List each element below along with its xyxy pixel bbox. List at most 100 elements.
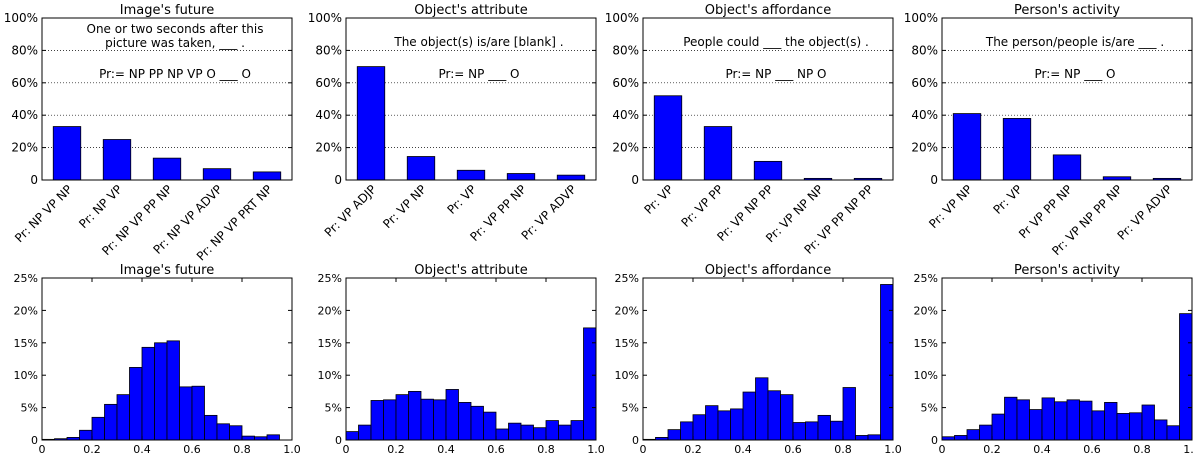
histogram-bar bbox=[880, 284, 894, 441]
y-tick-label: 80% bbox=[315, 43, 342, 57]
histogram-bar bbox=[1154, 419, 1168, 441]
x-tick-label: 1.0 bbox=[283, 443, 301, 455]
prompt-text: One or two seconds after this bbox=[87, 22, 264, 36]
y-tick-label: 0 bbox=[31, 434, 38, 447]
axes-frame bbox=[642, 17, 894, 181]
histogram-bar bbox=[395, 394, 409, 441]
y-tick-label: 40% bbox=[11, 108, 38, 122]
histogram-bar bbox=[408, 390, 422, 441]
histogram-bar bbox=[1054, 401, 1068, 441]
histogram-bar bbox=[508, 422, 522, 441]
prompt-text: picture was taken, ___ . bbox=[105, 36, 245, 50]
histogram-bar bbox=[1091, 410, 1105, 441]
bar bbox=[1002, 118, 1032, 181]
x-tick-label: 0.2 bbox=[983, 443, 1001, 455]
histogram-bar bbox=[241, 435, 255, 441]
x-tick-label: 0 bbox=[640, 443, 647, 455]
y-tick-label: 60% bbox=[315, 76, 342, 90]
bar bbox=[952, 113, 982, 181]
x-tick-label: 0.2 bbox=[83, 443, 101, 455]
histogram-bar bbox=[842, 387, 856, 441]
histogram-bar bbox=[91, 416, 105, 441]
axes-frame bbox=[345, 17, 597, 181]
pattern-text: Pr:= NP ___ O bbox=[1035, 67, 1116, 81]
y-tick-label: 60% bbox=[911, 76, 938, 90]
histogram-bar bbox=[370, 400, 384, 441]
axes-frame bbox=[345, 277, 597, 441]
y-tick-label: 80% bbox=[911, 43, 938, 57]
x-tick-label: Pr: VP bbox=[990, 182, 1025, 217]
y-tick-label: 20% bbox=[315, 141, 342, 155]
histogram-bar bbox=[104, 403, 118, 441]
chart-title: Object's attribute bbox=[414, 3, 528, 18]
x-tick-label: Pr: NP VP NP bbox=[12, 182, 75, 245]
y-tick-label: 60% bbox=[612, 76, 639, 90]
bar bbox=[653, 95, 683, 181]
histogram-bar bbox=[533, 427, 547, 441]
x-tick-label: 0.6 bbox=[784, 443, 802, 455]
chart-title: Image's future bbox=[120, 3, 214, 18]
y-tick-label: 20% bbox=[612, 141, 639, 155]
y-tick-label: 100% bbox=[904, 11, 938, 25]
x-tick-label: 0 bbox=[39, 443, 46, 455]
y-tick-label: 0 bbox=[930, 173, 938, 187]
y-tick-label: 10% bbox=[318, 369, 342, 382]
y-tick-label: 10% bbox=[14, 369, 38, 382]
histogram-bar bbox=[445, 389, 459, 441]
y-tick-label: 0 bbox=[631, 173, 639, 187]
x-tick-label: 0.6 bbox=[487, 443, 505, 455]
histogram-bar bbox=[266, 434, 280, 441]
histogram-bar bbox=[792, 422, 806, 441]
histogram-bar bbox=[680, 421, 694, 441]
histogram-bar bbox=[420, 398, 434, 441]
prompt-text: The person/people is/are ___ . bbox=[985, 35, 1164, 49]
histogram-bar bbox=[204, 414, 218, 441]
x-tick-label: 0.4 bbox=[437, 443, 455, 455]
x-tick-label: 1.0 bbox=[1183, 443, 1194, 455]
x-tick-label: 1.0 bbox=[587, 443, 605, 455]
y-tick-label: 5% bbox=[622, 402, 639, 415]
y-tick-label: 0 bbox=[632, 434, 639, 447]
histogram-bar bbox=[1166, 425, 1180, 441]
y-tick-label: 25% bbox=[318, 272, 342, 285]
pattern-text: Pr:= NP ___ NP O bbox=[726, 67, 827, 81]
histogram-bar bbox=[817, 414, 831, 441]
chart-title: Object's attribute bbox=[414, 263, 528, 278]
y-tick-label: 25% bbox=[914, 272, 938, 285]
bar bbox=[456, 169, 486, 181]
histogram-bar bbox=[216, 423, 230, 441]
histogram-bar bbox=[358, 424, 372, 441]
histogram-bar bbox=[179, 386, 193, 441]
histogram-bar bbox=[583, 327, 597, 441]
histogram-bar bbox=[545, 420, 559, 441]
histogram-bar bbox=[129, 367, 143, 441]
y-tick-label: 20% bbox=[318, 304, 342, 317]
histogram-bar bbox=[1029, 409, 1043, 441]
y-tick-label: 10% bbox=[615, 369, 639, 382]
histogram-bar bbox=[383, 399, 397, 441]
chart-panel-2: Object's attribute Pr: VP ADJP Pr: VP NP Pr… bbox=[308, 3, 597, 244]
bar bbox=[506, 173, 536, 181]
y-tick-label: 40% bbox=[612, 108, 639, 122]
histogram-bar bbox=[830, 420, 844, 441]
histogram-bar bbox=[991, 413, 1005, 441]
bar bbox=[102, 139, 132, 181]
bar bbox=[556, 174, 586, 181]
prompt-text: The object(s) is/are [blank] . bbox=[393, 35, 563, 49]
y-tick-label: 100% bbox=[4, 11, 38, 25]
y-tick-label: 5% bbox=[21, 402, 38, 415]
y-tick-label: 20% bbox=[911, 141, 938, 155]
y-tick-label: 10% bbox=[914, 369, 938, 382]
bar bbox=[1052, 154, 1082, 181]
axes-frame bbox=[41, 17, 293, 181]
histogram-bar bbox=[717, 410, 731, 441]
histogram-bar bbox=[141, 346, 155, 441]
y-tick-label: 40% bbox=[315, 108, 342, 122]
histogram-bar bbox=[867, 434, 881, 441]
x-tick-label: 0 bbox=[939, 443, 946, 455]
axes-frame bbox=[41, 277, 293, 441]
x-tick-label: 1.0 bbox=[884, 443, 902, 455]
y-tick-label: 5% bbox=[325, 402, 342, 415]
